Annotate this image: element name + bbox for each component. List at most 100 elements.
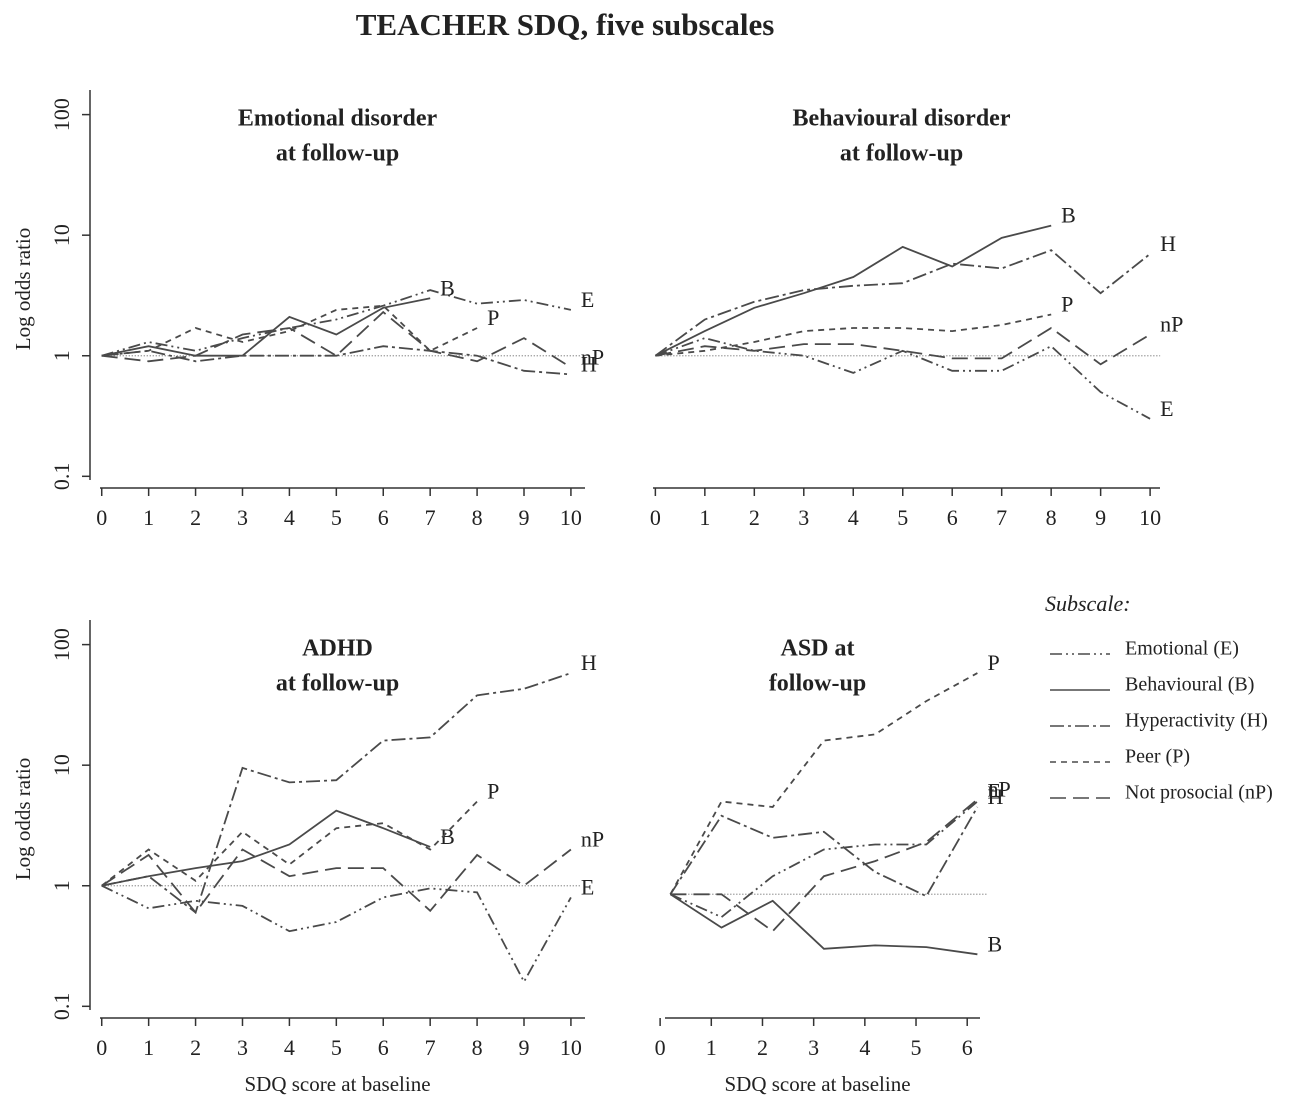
x-tick-label: 3 <box>237 1035 248 1060</box>
series-end-label: H <box>581 351 597 376</box>
x-tick-label: 2 <box>190 1035 201 1060</box>
series-end-label: P <box>987 650 999 675</box>
x-tick-label: 0 <box>655 1035 666 1060</box>
x-tick-label: 6 <box>962 1035 973 1060</box>
y-tick-label: 10 <box>49 754 74 776</box>
x-tick-label: 5 <box>911 1035 922 1060</box>
series-line <box>101 289 572 357</box>
x-tick-label: 4 <box>859 1035 870 1060</box>
series-end-label: P <box>487 779 499 804</box>
x-tick-label: 9 <box>519 505 530 530</box>
series-end-label: nP <box>1160 312 1183 337</box>
legend-label: Behavioural (B) <box>1125 674 1254 696</box>
x-tick-label: 7 <box>996 505 1007 530</box>
series-line <box>101 848 572 914</box>
x-axis-label: SDQ score at baseline <box>244 1072 430 1096</box>
series-end-label: P <box>487 305 499 330</box>
y-tick-label: 0.1 <box>49 463 74 491</box>
series-end-label: nP <box>987 776 1010 801</box>
series-line <box>101 310 572 369</box>
legend-label: Emotional (E) <box>1125 638 1239 660</box>
series-end-label: B <box>440 824 455 849</box>
panel-title: at follow-up <box>840 141 963 167</box>
series-end-label: B <box>440 275 455 300</box>
x-tick-label: 1 <box>706 1035 717 1060</box>
series-end-label: E <box>987 779 1000 804</box>
x-tick-label: 2 <box>190 505 201 530</box>
y-tick-label: 100 <box>49 98 74 131</box>
series-line <box>669 806 979 898</box>
x-tick-label: 8 <box>472 1035 483 1060</box>
series-line <box>655 337 1151 420</box>
x-tick-label: 6 <box>378 1035 389 1060</box>
x-tick-label: 8 <box>472 505 483 530</box>
series-end-label: nP <box>581 826 604 851</box>
x-tick-label: 0 <box>650 505 661 530</box>
panel-title: Emotional disorder <box>238 106 438 132</box>
series-line <box>101 672 572 914</box>
x-tick-label: 6 <box>947 505 958 530</box>
series-end-label: B <box>1061 203 1076 228</box>
y-axis-label: Log odds ratio <box>11 228 35 350</box>
x-tick-label: 4 <box>848 505 859 530</box>
x-tick-label: 9 <box>519 1035 530 1060</box>
series-line <box>101 800 478 887</box>
legend-title: Subscale: <box>1045 591 1131 616</box>
x-tick-label: 3 <box>808 1035 819 1060</box>
x-tick-label: 1 <box>143 505 154 530</box>
series-line <box>655 326 1151 366</box>
x-tick-label: 5 <box>331 1035 342 1060</box>
x-tick-label: 4 <box>284 505 295 530</box>
legend-label: Not prosocial (nP) <box>1125 782 1273 804</box>
panel-title: at follow-up <box>276 141 399 167</box>
y-tick-label: 0.1 <box>49 993 74 1021</box>
panel-title: ADHD <box>302 636 373 662</box>
x-tick-label: 7 <box>425 1035 436 1060</box>
series-end-label: P <box>1061 292 1073 317</box>
x-tick-label: 0 <box>96 505 107 530</box>
x-tick-label: 10 <box>1139 505 1161 530</box>
y-tick-label: 1 <box>49 350 74 361</box>
legend-label: Peer (P) <box>1125 746 1190 768</box>
series-end-label: H <box>1160 231 1176 256</box>
y-tick-label: 100 <box>49 628 74 661</box>
x-tick-label: 3 <box>237 505 248 530</box>
series-end-label: E <box>581 874 594 899</box>
x-tick-label: 5 <box>331 505 342 530</box>
series-end-label: E <box>581 287 594 312</box>
series-line <box>101 884 572 984</box>
x-tick-label: 8 <box>1046 505 1057 530</box>
x-tick-label: 7 <box>425 505 436 530</box>
panel-title: at follow-up <box>276 671 399 697</box>
x-tick-label: 5 <box>897 505 908 530</box>
series-line <box>669 893 978 956</box>
y-tick-label: 10 <box>49 224 74 246</box>
x-tick-label: 6 <box>378 505 389 530</box>
y-tick-label: 1 <box>49 880 74 891</box>
x-tick-label: 3 <box>798 505 809 530</box>
series-end-label: nP <box>581 344 604 369</box>
series-end-label: B <box>987 931 1002 956</box>
series-end-label: E <box>1160 396 1173 421</box>
x-tick-label: 0 <box>96 1035 107 1060</box>
x-tick-label: 9 <box>1095 505 1106 530</box>
y-axis-label: Log odds ratio <box>11 758 35 880</box>
series-end-label: H <box>581 650 597 675</box>
figure-title: TEACHER SDQ, five subscales <box>356 7 775 42</box>
series-end-label: H <box>987 784 1003 809</box>
series-line <box>670 798 978 933</box>
panel-title: follow-up <box>769 671 866 697</box>
x-tick-label: 10 <box>560 1035 582 1060</box>
panel-title: Behavioural disorder <box>792 106 1010 132</box>
x-axis-label: SDQ score at baseline <box>724 1072 910 1096</box>
series-line <box>670 800 978 919</box>
x-tick-label: 4 <box>284 1035 295 1060</box>
series-line <box>669 672 978 895</box>
series-line <box>654 224 1052 357</box>
x-tick-label: 2 <box>757 1035 768 1060</box>
series-line <box>101 809 431 887</box>
x-tick-label: 2 <box>749 505 760 530</box>
x-tick-label: 1 <box>699 505 710 530</box>
legend-label: Hyperactivity (H) <box>1125 710 1268 732</box>
